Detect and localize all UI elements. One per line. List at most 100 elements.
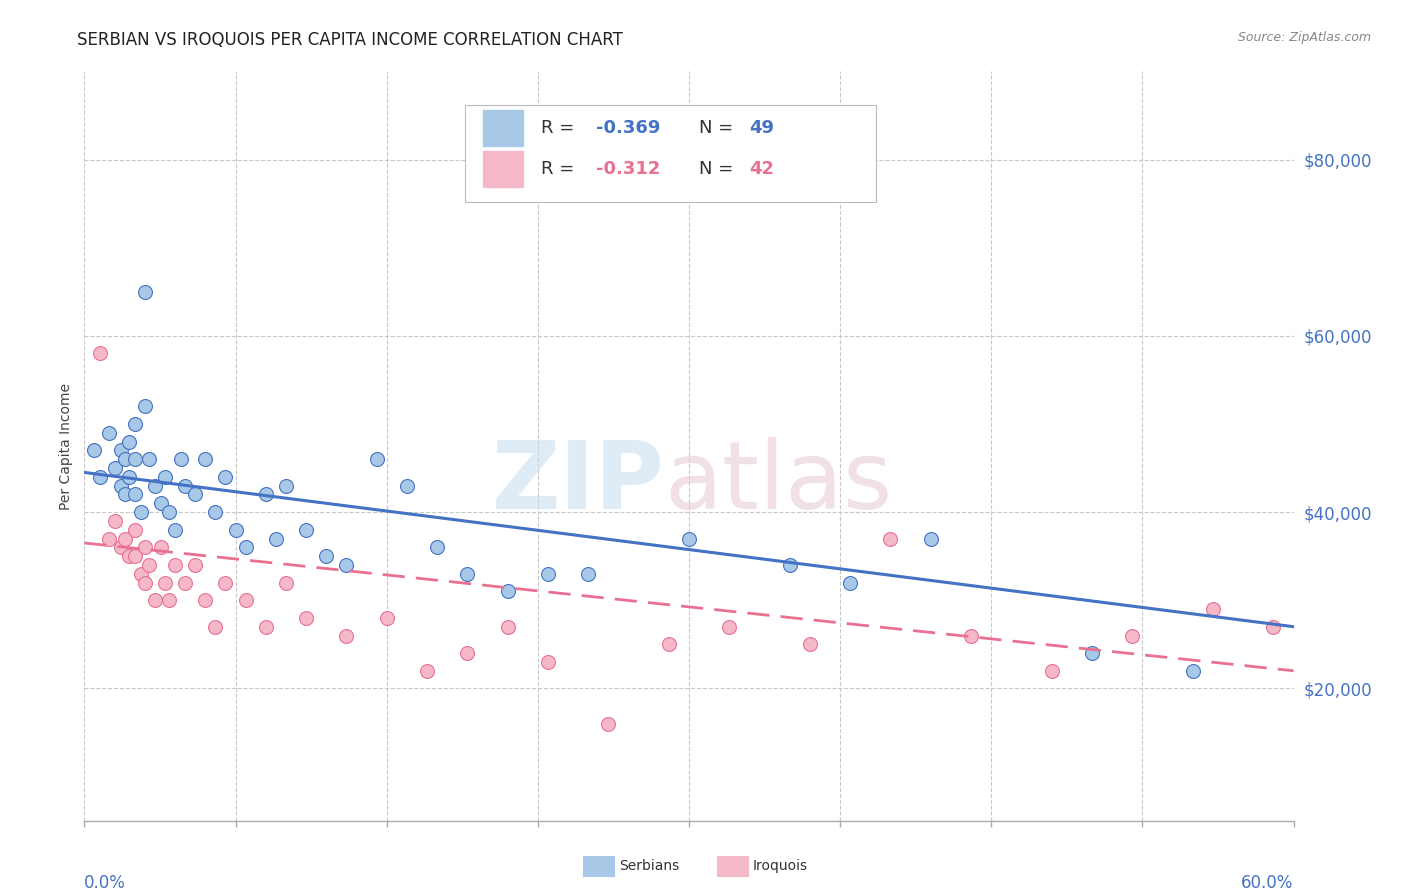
Point (118, 470, 141, 484)
Point (110, 541, 132, 555)
Point (110, 478, 132, 492)
Point (204, 620, 226, 634)
Bar (484, 151, 523, 186)
Point (194, 593, 217, 607)
Point (537, 566, 560, 581)
Text: 49: 49 (749, 119, 775, 136)
Point (658, 637, 681, 651)
Text: N =: N = (699, 160, 738, 178)
Text: SERBIAN VS IROQUOIS PER CAPITA INCOME CORRELATION CHART: SERBIAN VS IROQUOIS PER CAPITA INCOME CO… (77, 31, 623, 49)
Text: R =: R = (541, 119, 581, 136)
Point (496, 584, 519, 599)
Point (149, 496, 172, 510)
Point (153, 470, 176, 484)
Text: Serbians: Serbians (619, 859, 679, 873)
Text: 60.0%: 60.0% (1241, 873, 1294, 891)
Point (235, 593, 257, 607)
Point (104, 461, 127, 475)
Point (174, 575, 197, 590)
Point (124, 417, 146, 431)
Point (170, 452, 193, 467)
Point (1081, 646, 1104, 660)
Point (315, 549, 337, 564)
Point (416, 664, 439, 678)
Point (718, 620, 741, 634)
Point (97, 532, 120, 546)
Point (153, 575, 176, 590)
Point (456, 566, 478, 581)
Point (134, 400, 156, 414)
Y-axis label: Per Capita Income: Per Capita Income (59, 383, 73, 509)
Point (89, 470, 111, 484)
Text: ZIP: ZIP (492, 437, 665, 530)
Point (576, 566, 599, 581)
Point (114, 452, 136, 467)
Text: -0.369: -0.369 (596, 119, 661, 136)
Text: Source: ZipAtlas.com: Source: ZipAtlas.com (1237, 31, 1371, 45)
Point (920, 532, 942, 546)
Point (839, 575, 862, 590)
Point (1181, 664, 1204, 678)
Point (114, 532, 136, 546)
Point (335, 628, 357, 642)
Point (1202, 602, 1225, 616)
Point (143, 478, 166, 492)
Point (537, 655, 560, 669)
FancyBboxPatch shape (465, 105, 876, 202)
Point (264, 532, 287, 546)
Point (134, 575, 156, 590)
Text: R =: R = (541, 160, 581, 178)
Point (124, 549, 146, 564)
Point (165, 523, 187, 537)
Point (204, 505, 226, 519)
Point (129, 566, 152, 581)
Point (375, 611, 398, 625)
Point (1040, 664, 1063, 678)
Text: Iroquois: Iroquois (752, 859, 807, 873)
Text: N =: N = (699, 119, 738, 136)
Point (138, 558, 160, 572)
Point (184, 558, 207, 572)
Point (129, 505, 152, 519)
Point (134, 285, 156, 299)
Point (174, 478, 197, 492)
Point (496, 620, 519, 634)
Point (799, 637, 821, 651)
Point (110, 443, 132, 458)
Point (235, 541, 257, 555)
Point (779, 558, 801, 572)
Point (1263, 620, 1285, 634)
Point (149, 541, 172, 555)
Point (295, 523, 318, 537)
Point (214, 575, 236, 590)
Point (124, 523, 146, 537)
Point (214, 470, 236, 484)
Point (124, 452, 146, 467)
Text: 42: 42 (749, 160, 775, 178)
Point (118, 434, 141, 449)
Point (295, 611, 318, 625)
Text: -0.312: -0.312 (596, 160, 661, 178)
Point (225, 523, 247, 537)
Point (254, 620, 277, 634)
Point (395, 478, 418, 492)
Text: atlas: atlas (665, 437, 893, 530)
Bar (484, 110, 523, 145)
Point (456, 646, 478, 660)
Point (124, 487, 146, 501)
Point (143, 593, 166, 607)
Point (274, 478, 297, 492)
Point (114, 487, 136, 501)
Point (138, 452, 160, 467)
Text: 0.0%: 0.0% (84, 873, 127, 891)
Point (598, 716, 620, 731)
Point (426, 541, 449, 555)
Point (134, 541, 156, 555)
Point (83, 443, 105, 458)
Point (678, 532, 700, 546)
Point (1121, 628, 1143, 642)
Point (104, 514, 127, 528)
Point (194, 452, 217, 467)
Point (366, 452, 388, 467)
Point (89, 346, 111, 360)
